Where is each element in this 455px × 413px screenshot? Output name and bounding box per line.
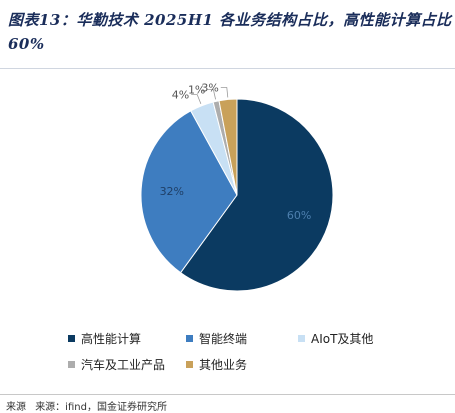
legend-swatch-smart-terminal <box>186 335 193 342</box>
legend-swatch-other <box>186 361 193 368</box>
title-divider <box>0 68 455 69</box>
legend-label-auto-industrial: 汽车及工业产品 <box>81 358 166 372</box>
legend-swatch-auto-industrial <box>68 361 75 368</box>
pie-slice-smart-terminal <box>140 110 238 274</box>
pie-label-other: 3% <box>201 82 218 95</box>
source-text: 来源：ifind，国金证券研究所 <box>35 402 167 413</box>
pie-label-auto-industrial: 1% <box>188 84 205 97</box>
pie-label-aiot: 4% <box>172 89 189 102</box>
legend-item-other: 其他业务 <box>186 356 247 373</box>
pie-chart: 60% 32% 4%1%3% <box>140 82 334 292</box>
pie-slice-other <box>218 98 238 196</box>
legend-label-hpc: 高性能计算 <box>81 332 142 346</box>
chart-title: 图表13：华勤技术 2025H1 各业务结构占比，高性能计算占比 60% <box>8 11 452 53</box>
legend-item-auto-industrial: 汽车及工业产品 <box>68 356 165 373</box>
legend-swatch-hpc <box>68 335 75 342</box>
legend-label-aiot: AIoT及其他 <box>311 332 374 346</box>
footer-divider <box>0 394 455 395</box>
legend-swatch-aiot <box>298 335 305 342</box>
legend-label-smart-terminal: 智能终端 <box>199 332 248 346</box>
pie-label-smart-terminal: 32% <box>160 185 184 198</box>
pie-leader-auto-industrial <box>207 89 216 100</box>
pie-leader-aiot <box>191 94 202 105</box>
pie-leader-other <box>220 87 229 98</box>
source-note: 来源 来源：ifind，国金证券研究所 <box>0 398 167 413</box>
source-cut-text: 来源 <box>6 402 26 413</box>
legend-label-other: 其他业务 <box>199 358 248 372</box>
legend-item-smart-terminal: 智能终端 <box>186 330 247 347</box>
pie-label-hpc: 60% <box>287 209 311 222</box>
legend-item-hpc: 高性能计算 <box>68 330 141 347</box>
pie-slice-hpc <box>179 98 334 292</box>
legend-item-aiot: AIoT及其他 <box>298 330 373 347</box>
